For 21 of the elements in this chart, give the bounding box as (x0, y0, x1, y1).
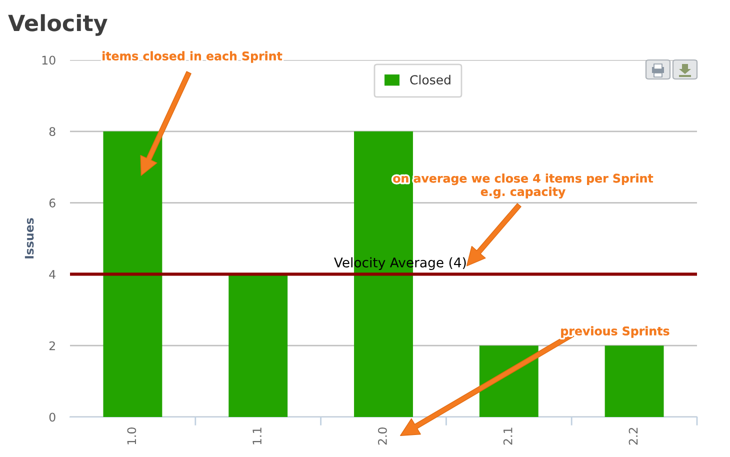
x-tick-label: 2.2 (628, 428, 638, 445)
bar (103, 131, 162, 417)
y-tick-label: 6 (49, 198, 56, 208)
x-tick-label: 1.0 (127, 428, 136, 444)
bar (228, 274, 288, 417)
y-tick-label: 4 (49, 270, 56, 279)
chart-title: Velocity (8, 14, 108, 36)
y-tick-label: 2 (49, 341, 55, 350)
x-tick-label: 1.1 (252, 428, 262, 444)
y-tick-label: 8 (49, 127, 56, 136)
x-tick-label: 2.1 (503, 428, 512, 445)
x-tick-label: 2.0 (378, 428, 387, 445)
y-axis-title: Issues (24, 218, 34, 258)
bar (604, 346, 664, 417)
y-tick-label: 0 (49, 412, 56, 422)
annotation: items closed in each Sprint (102, 51, 282, 63)
bar (479, 346, 538, 417)
y-tick-label: 10 (42, 56, 56, 65)
legend-label: Closed (410, 74, 450, 85)
annotation: previous Sprints (561, 326, 670, 338)
annotation: on average we close 4 items per Sprint e.g. capacity (393, 174, 654, 198)
